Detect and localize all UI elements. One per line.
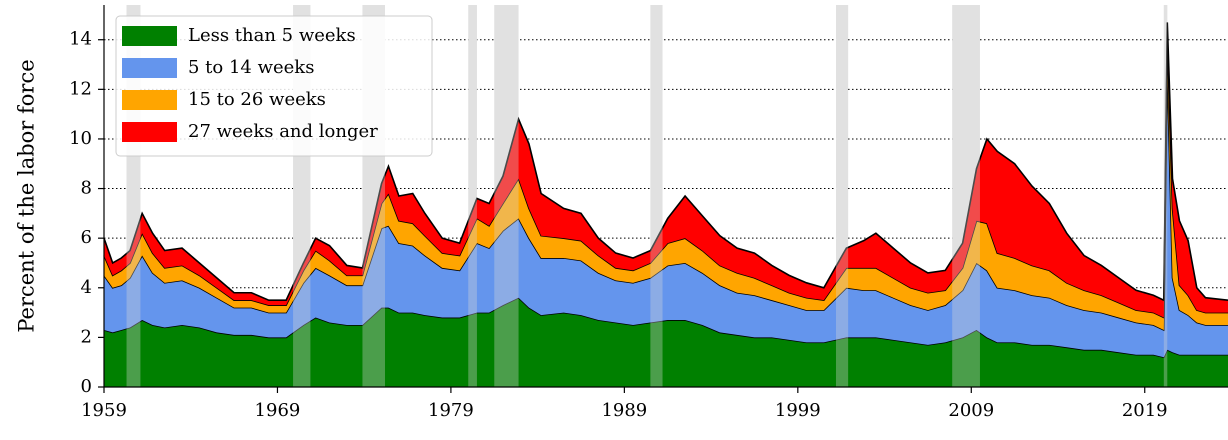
legend-swatch [122, 26, 177, 46]
recession-overlay [468, 5, 477, 387]
area [104, 22, 1228, 318]
area-edge [103, 22, 1228, 302]
legend-label: 27 weeks and longer [188, 121, 378, 142]
x-tick-label: 2019 [1122, 400, 1168, 421]
legend-box [115, 15, 433, 157]
legend-swatch [122, 90, 177, 110]
x-tick-label: 2009 [948, 400, 994, 421]
x-tick-label: 1979 [428, 400, 474, 421]
y-tick-label: 2 [81, 326, 92, 347]
y-tick-label: 0 [81, 376, 92, 397]
legend-label: 15 to 26 weeks [188, 89, 326, 110]
y-axis-label: Percent of the labor force [15, 59, 39, 332]
x-tick-label: 1989 [601, 400, 647, 421]
legend-swatch [122, 122, 177, 142]
legend-label: Less than 5 weeks [188, 25, 356, 46]
area [104, 64, 1228, 358]
legend-label: 5 to 14 weeks [188, 57, 314, 78]
area [104, 297, 1228, 387]
recession-overlay [494, 5, 519, 387]
y-tick-label: 12 [69, 78, 92, 99]
recession-overlay [952, 5, 980, 387]
legend-swatch [122, 58, 177, 78]
legend: Less than 5 weeks 5 to 14 weeks 15 to 26 w… [115, 15, 433, 157]
y-tick-label: 10 [69, 128, 92, 149]
recession-overlay [650, 5, 663, 387]
y-tick-label: 14 [69, 29, 92, 50]
recession-overlay [835, 5, 849, 387]
x-tick-label: 1959 [81, 400, 127, 421]
recession-band [468, 5, 477, 387]
x-tick-label: 1969 [255, 400, 301, 421]
y-tick-label: 4 [81, 277, 92, 298]
y-tick-label: 8 [81, 178, 92, 199]
recession-overlay [1163, 5, 1168, 387]
y-tick-label: 6 [81, 227, 92, 248]
x-tick-label: 1999 [775, 400, 821, 421]
